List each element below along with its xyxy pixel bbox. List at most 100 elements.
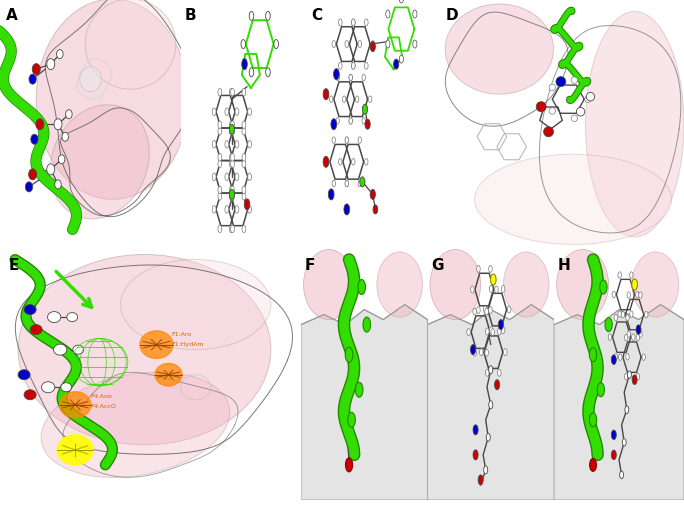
Ellipse shape xyxy=(50,106,149,220)
Text: B: B xyxy=(185,8,197,22)
Circle shape xyxy=(484,307,487,314)
Circle shape xyxy=(491,329,495,336)
Circle shape xyxy=(478,475,483,485)
Circle shape xyxy=(611,355,616,365)
Circle shape xyxy=(242,187,246,194)
Circle shape xyxy=(626,315,629,321)
Circle shape xyxy=(605,318,612,332)
Circle shape xyxy=(489,366,492,374)
Circle shape xyxy=(620,471,624,479)
Text: A: A xyxy=(5,8,17,22)
Circle shape xyxy=(339,20,342,27)
Polygon shape xyxy=(80,68,101,92)
Circle shape xyxy=(499,320,503,330)
Circle shape xyxy=(349,118,352,125)
Circle shape xyxy=(323,89,329,100)
Circle shape xyxy=(235,206,239,214)
Circle shape xyxy=(624,335,628,341)
Polygon shape xyxy=(554,305,684,500)
Circle shape xyxy=(229,193,233,200)
Circle shape xyxy=(235,141,239,149)
Circle shape xyxy=(488,266,492,273)
Circle shape xyxy=(626,354,629,360)
Circle shape xyxy=(231,154,235,162)
Circle shape xyxy=(549,109,555,115)
Circle shape xyxy=(229,128,233,136)
Circle shape xyxy=(248,109,252,116)
Circle shape xyxy=(57,435,93,465)
Circle shape xyxy=(489,327,493,334)
Circle shape xyxy=(24,390,36,400)
Circle shape xyxy=(328,189,334,200)
Circle shape xyxy=(471,286,474,293)
Circle shape xyxy=(471,345,475,355)
Circle shape xyxy=(352,20,355,27)
Circle shape xyxy=(477,307,480,314)
Circle shape xyxy=(218,193,222,200)
Circle shape xyxy=(218,154,222,162)
Circle shape xyxy=(636,335,640,341)
Circle shape xyxy=(330,97,333,103)
Circle shape xyxy=(489,401,492,409)
Circle shape xyxy=(242,226,246,233)
Circle shape xyxy=(345,41,349,48)
Circle shape xyxy=(218,161,222,168)
Circle shape xyxy=(326,159,329,166)
Circle shape xyxy=(225,174,228,181)
Circle shape xyxy=(345,137,348,144)
Circle shape xyxy=(55,180,62,189)
Circle shape xyxy=(503,349,507,356)
Circle shape xyxy=(29,75,36,85)
Ellipse shape xyxy=(377,252,423,318)
Circle shape xyxy=(611,430,616,440)
Circle shape xyxy=(358,280,365,295)
Circle shape xyxy=(473,309,477,316)
Circle shape xyxy=(413,11,417,19)
Circle shape xyxy=(47,165,55,175)
Circle shape xyxy=(244,199,250,211)
Circle shape xyxy=(490,275,496,285)
Circle shape xyxy=(639,331,642,338)
Circle shape xyxy=(399,0,404,4)
Circle shape xyxy=(235,174,239,181)
Circle shape xyxy=(334,70,339,80)
Text: D: D xyxy=(445,8,458,22)
Circle shape xyxy=(229,187,233,194)
Circle shape xyxy=(32,65,40,75)
Circle shape xyxy=(495,380,499,390)
Circle shape xyxy=(362,118,365,125)
Circle shape xyxy=(489,286,493,293)
Circle shape xyxy=(60,392,91,418)
Circle shape xyxy=(356,97,359,103)
Circle shape xyxy=(231,226,235,233)
Circle shape xyxy=(590,413,596,427)
Circle shape xyxy=(556,77,566,87)
Circle shape xyxy=(29,170,37,180)
Circle shape xyxy=(339,63,342,70)
Text: F4:Ano: F4:Ano xyxy=(90,393,112,398)
Circle shape xyxy=(229,190,235,200)
Circle shape xyxy=(473,425,478,435)
Circle shape xyxy=(639,292,642,299)
Circle shape xyxy=(62,133,68,142)
Circle shape xyxy=(571,116,577,122)
Circle shape xyxy=(24,305,36,315)
Circle shape xyxy=(58,156,65,165)
Circle shape xyxy=(57,50,63,60)
Circle shape xyxy=(488,307,492,314)
Circle shape xyxy=(265,12,270,21)
Ellipse shape xyxy=(557,250,609,320)
Circle shape xyxy=(344,205,350,216)
Circle shape xyxy=(218,226,222,233)
Circle shape xyxy=(577,108,585,117)
Circle shape xyxy=(345,137,348,144)
Circle shape xyxy=(231,89,235,97)
Circle shape xyxy=(249,12,254,21)
Circle shape xyxy=(336,75,339,82)
Circle shape xyxy=(212,109,216,116)
Circle shape xyxy=(336,118,339,125)
Circle shape xyxy=(467,329,471,336)
Circle shape xyxy=(501,327,505,334)
Circle shape xyxy=(624,374,628,380)
Circle shape xyxy=(363,318,371,332)
